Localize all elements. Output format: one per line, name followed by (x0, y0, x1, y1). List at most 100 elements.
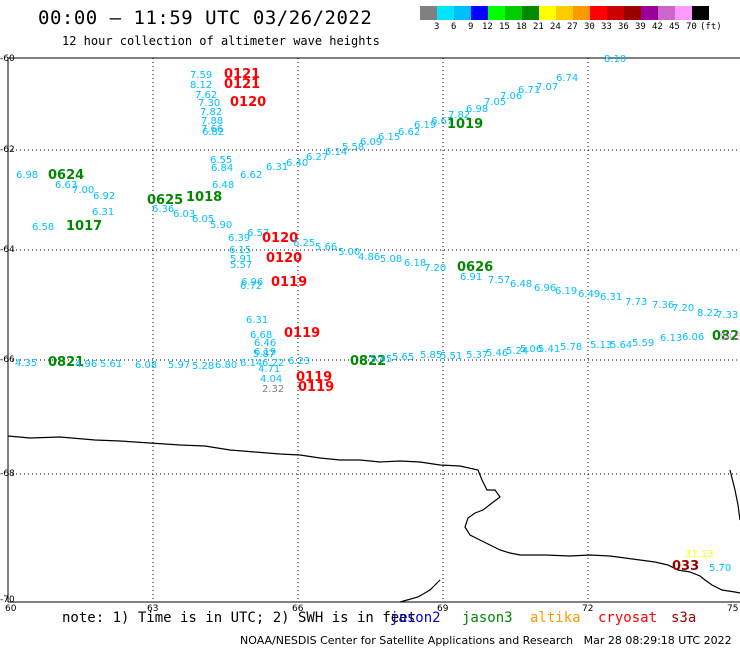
pass-time-label: 0625 (147, 193, 183, 208)
color-swatch (454, 6, 471, 20)
wave-height-value: 6.80 (215, 360, 237, 371)
wave-height-value: 7.57 (488, 275, 510, 286)
wave-height-value: 6.39 (228, 233, 250, 244)
wave-height-value: 6.98 (16, 170, 38, 181)
lon-tick-69: 69 (437, 604, 449, 614)
legend-jason3: jason3 (462, 610, 513, 626)
wave-height-value: 6.48 (212, 180, 234, 191)
wave-height-value: 6.74 (556, 73, 578, 84)
wave-height-value: 6.25 (293, 238, 315, 249)
color-swatch (573, 6, 590, 20)
wave-height-value: 6.92 (93, 191, 115, 202)
wave-height-value: 5.97 (168, 360, 190, 371)
wave-height-value: 6.71 (518, 85, 540, 96)
color-scale-label: 15 (499, 22, 510, 32)
wave-height-value: 4.04 (260, 374, 282, 385)
wave-height-value: 6.03 (173, 209, 195, 220)
wave-height-value: 6.31 (600, 292, 622, 303)
legend-altika: altika (530, 610, 581, 626)
legend-jason2: jason2 (390, 610, 441, 626)
pass-time-label: 033 (672, 559, 699, 574)
wave-height-value: 5.85 (420, 350, 442, 361)
pass-time-label: 0821 (48, 355, 84, 370)
color-scale-label: 3 (434, 22, 440, 32)
color-swatch (692, 6, 709, 20)
wave-height-value: 6.96 (534, 283, 556, 294)
pass-time-label: 1019 (447, 117, 483, 132)
pass-time-label: 0120 (262, 231, 298, 246)
wave-height-value: 5.87 (253, 349, 275, 360)
color-swatch (556, 6, 573, 20)
color-scale-label: 24 (550, 22, 561, 32)
color-scale-bar (420, 6, 709, 20)
wave-height-value: 5.58 (342, 142, 364, 153)
pass-time-label: 0626 (457, 260, 493, 275)
wave-height-value: 6.23 (288, 356, 310, 367)
color-scale-label: 36 (618, 22, 629, 32)
wave-height-value: 5.06 (520, 344, 542, 355)
lon-tick-75: 75 (727, 604, 739, 614)
wave-height-value: 2.32 (262, 384, 284, 395)
color-swatch (624, 6, 641, 20)
wave-height-value: 6.15 (229, 245, 251, 256)
wave-height-value: 4.96 (75, 359, 97, 370)
wave-height-value: 6.19 (555, 286, 577, 297)
wave-height-value: 7.00 (72, 185, 94, 196)
wave-height-value: 7.62 (195, 90, 217, 101)
color-swatch (420, 6, 437, 20)
wave-height-value: 6.36 (152, 204, 174, 215)
wave-height-value: 7.30 (198, 98, 220, 109)
wave-height-value: 4.86 (358, 252, 380, 263)
wave-height-value: 5.41 (538, 344, 560, 355)
color-scale-label: 27 (567, 22, 578, 32)
wave-height-value: 6.09 (360, 137, 382, 148)
wave-height-value: 5.46 (486, 348, 508, 359)
wave-height-value: 5.45 (370, 354, 392, 365)
wave-height-value: 6.68 (250, 330, 272, 341)
lat-tick-70: -70 (0, 595, 15, 605)
wave-height-value: 5.24 (506, 346, 528, 357)
color-swatch (658, 6, 675, 20)
color-scale-label: 30 (584, 22, 595, 32)
wave-height-value: 6.82 (202, 127, 224, 138)
wave-height-value: 6.67 (431, 116, 453, 127)
wave-height-value: 6.57 (247, 228, 269, 239)
pass-time-label: 0119 (298, 380, 334, 395)
legend-s3a: s3a (671, 610, 697, 626)
wave-height-value: 5.64 (610, 340, 632, 351)
wave-height-value: 6.91 (460, 272, 482, 283)
wave-height-value: 7.88 (201, 116, 223, 127)
pass-time-label: 1017 (66, 219, 102, 234)
color-swatch (539, 6, 556, 20)
wave-height-value: 6.08 (135, 360, 157, 371)
map-title: 00:00 – 11:59 UTC 03/26/2022 (38, 7, 373, 29)
coastline-east (729, 469, 740, 521)
color-swatch (641, 6, 658, 20)
color-scale-label: 21 (533, 22, 544, 32)
wave-height-value: 4.71 (258, 364, 280, 375)
color-swatch (675, 6, 692, 20)
wave-height-value: 5.57 (230, 260, 252, 271)
wave-height-value: 6.13 (660, 333, 682, 344)
wave-height-value: 6.46 (254, 338, 276, 349)
pass-time-label: 0121 (224, 67, 260, 82)
wave-height-value: 7.82 (448, 110, 470, 121)
color-scale-label: 12 (482, 22, 493, 32)
wave-height-value: 6.96 (241, 277, 263, 288)
color-swatch (522, 6, 539, 20)
wave-height-value: 7.20 (672, 303, 694, 314)
wave-height-value: 6.19 (414, 120, 436, 131)
wave-height-value: 7.82 (200, 107, 222, 118)
color-scale-label: 42 (652, 22, 663, 32)
wave-height-value: 6.05 (192, 214, 214, 225)
color-scale-label: 9 (468, 22, 474, 32)
wave-height-value: 8.12 (190, 80, 212, 91)
pass-time-label: 0120 (266, 251, 302, 266)
color-swatch (505, 6, 522, 20)
wave-height-value: 6.55 (210, 155, 232, 166)
lon-tick-66: 66 (292, 604, 304, 614)
wave-height-value: 5.90 (210, 220, 232, 231)
wave-height-value: 6.15 (378, 132, 400, 143)
lat-tick-62: -62 (0, 145, 15, 155)
